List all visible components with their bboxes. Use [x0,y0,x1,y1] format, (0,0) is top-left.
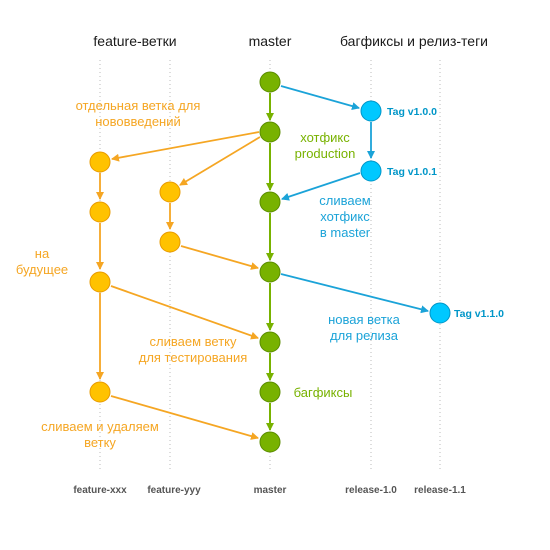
label-future-2: будущее [16,262,68,277]
release-commit-v101[interactable] [360,160,382,182]
label-separate-branch-1: отдельная ветка для [76,98,201,113]
feature-commits [89,151,181,403]
tag-v110: Tag v1.1.0 [454,308,504,320]
label-bugfixes: багфиксы [294,385,353,400]
master-commit-bugfix[interactable] [259,381,281,403]
lane-label-release-1-1: release-1.1 [414,485,466,496]
master-commit-merged-hotfix[interactable] [259,191,281,213]
label-hotfix-2: production [295,146,356,161]
header-release: багфиксы и релиз-теги [340,33,488,49]
release-edge-master-to-v110 [280,273,429,314]
feature-yyy-commit-1[interactable] [159,181,181,203]
lane-label-feature-xxx: feature-xxx [73,485,127,496]
header-feature-branches: feature-ветки [93,33,176,49]
release-edge-v101-to-master [281,172,361,201]
header-master: master [249,33,292,49]
master-commit-5[interactable] [259,331,281,353]
label-merge-delete-1: сливаем и удаляем [41,419,159,434]
feature-edge-master-to-xxx [111,131,260,162]
master-commits [259,71,281,453]
feature-edge-yyy-to-master [180,245,259,270]
lane-label-feature-yyy: feature-yyy [147,485,201,496]
master-commit-7[interactable] [259,431,281,453]
feature-xxx-commit-1[interactable] [89,151,111,173]
master-commit-1[interactable] [259,71,281,93]
release-edge-master-to-v100 [280,85,360,110]
label-merge-delete-2: ветку [84,435,116,450]
release-commit-v110[interactable] [429,302,451,324]
label-future-1: на [35,246,50,261]
master-commit-4[interactable] [259,261,281,283]
lane-label-master: master [254,485,287,496]
feature-xxx-commit-3[interactable] [89,271,111,293]
label-new-release-2: для релиза [330,328,399,343]
label-separate-branch-2: нововведений [95,114,181,129]
lane-label-release-1-0: release-1.0 [345,485,397,496]
tag-v101: Tag v1.0.1 [387,166,437,178]
feature-xxx-commit-2[interactable] [89,201,111,223]
release-commits [360,100,451,324]
label-new-release-1: новая ветка [328,312,401,327]
tag-v100: Tag v1.0.0 [387,106,437,118]
release-commit-v100[interactable] [360,100,382,122]
release-edges [280,85,429,314]
label-merge-test-1: сливаем ветку [150,334,237,349]
feature-edge-xxx-to-master-merge [110,395,259,440]
label-merge-hotfix-1: сливаем [319,193,371,208]
feature-edge-xxx-to-master-test [110,285,259,340]
master-commit-hotfix[interactable] [259,121,281,143]
feature-edges [96,131,261,440]
feature-xxx-commit-4[interactable] [89,381,111,403]
label-merge-test-2: для тестирования [139,350,248,365]
label-hotfix-1: хотфикс [300,130,350,145]
label-merge-hotfix-3: в master [320,225,371,240]
feature-yyy-commit-2[interactable] [159,231,181,253]
label-merge-hotfix-2: хотфикс [320,209,370,224]
feature-edge-master-to-yyy [179,136,261,186]
